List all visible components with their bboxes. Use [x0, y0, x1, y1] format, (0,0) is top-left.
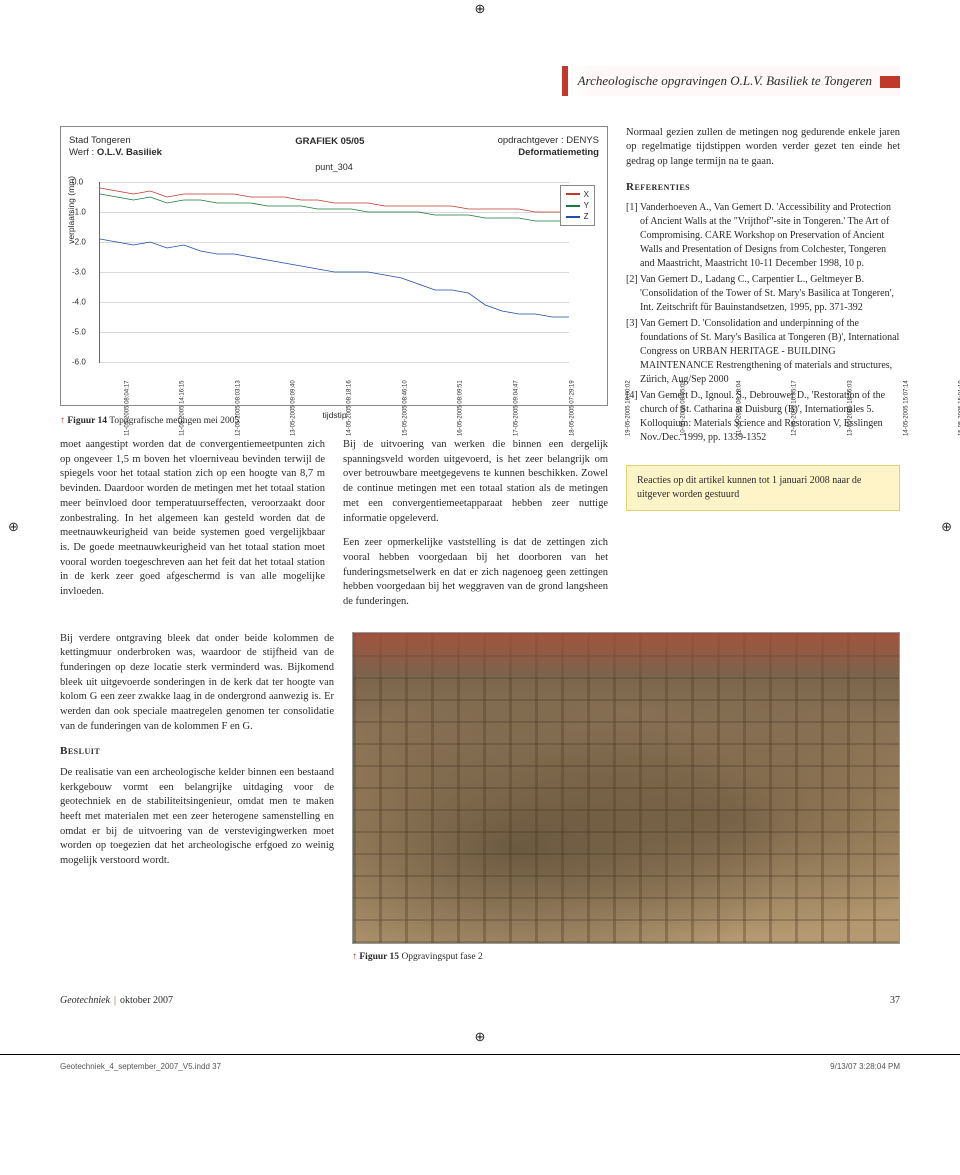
excavation-photo: [352, 632, 900, 944]
col1-p1: moet aangestipt worden dat de convergent…: [60, 438, 325, 600]
page-footer: Geotechniek | oktober 2007 37: [60, 994, 900, 1008]
figure-15-label: Figuur 15: [359, 952, 399, 962]
footer-issue: oktober 2007: [120, 995, 173, 1006]
chart-werf-label: Werf :: [69, 147, 94, 158]
legend-item: Y: [566, 200, 589, 211]
chart-plot-area: verplaatsing (mm) tijdstip 0.0-1.0-2.0-3…: [99, 182, 569, 363]
chart-opdracht-value: DENYS: [566, 135, 599, 146]
series-Z: [100, 182, 569, 362]
chart-legend: XYZ: [560, 185, 595, 227]
legend-item: X: [566, 189, 589, 200]
footer-separator: |: [114, 995, 116, 1006]
header-title: Archeologische opgravingen O.L.V. Basili…: [562, 66, 900, 96]
indd-file: Geotechniek_4_september_2007_V5.indd 37: [60, 1061, 221, 1072]
figure-15-caption: ↑ Figuur 15 Opgravingsput fase 2: [352, 950, 900, 964]
chart-opdracht-label: opdrachtgever :: [498, 135, 564, 146]
registration-mark-top: ⊕: [475, 1, 486, 16]
col2-p2: Een zeer opmerkelijke vaststelling is da…: [343, 536, 608, 609]
chart-meting-label: Deformatiemeting: [518, 147, 599, 158]
bottom-row: Bij verdere ontgraving bleek dat onder b…: [60, 632, 900, 974]
registration-mark-bottom: ⊕: [475, 1029, 486, 1044]
registration-mark-left: ⊕: [8, 518, 19, 536]
page: ⊕ ⊕ Archeologische opgravingen O.L.V. Ba…: [0, 26, 960, 1028]
footer-magazine: Geotechniek: [60, 995, 110, 1006]
chart-stad-label: Stad Tongeren: [69, 135, 131, 146]
reference-item: [1] Vanderhoeven A., Van Gemert D. 'Acce…: [626, 201, 900, 271]
y-tick-label: -4.0: [72, 296, 86, 307]
col1-p2: Bij verdere ontgraving bleek dat onder b…: [60, 632, 334, 735]
chart-punt: punt_304: [69, 161, 599, 174]
up-arrow-icon: ↑: [60, 415, 65, 426]
reference-item: [2] Van Gemert D., Ladang C., Carpentier…: [626, 273, 900, 315]
reference-item: [4] Van Gemert D., Ignoul. S., Debrouwer…: [626, 389, 900, 445]
figure-15-text: Opgravingsput fase 2: [401, 952, 482, 962]
references-heading: Referenties: [626, 180, 900, 195]
page-header: Archeologische opgravingen O.L.V. Basili…: [60, 66, 900, 96]
y-tick-label: -2.0: [72, 236, 86, 247]
reactions-box: Reacties op dit artikel kunnen tot 1 jan…: [626, 465, 900, 511]
col3-intro: Normaal gezien zullen de metingen nog ge…: [626, 126, 900, 170]
footer-page-number: 37: [890, 994, 900, 1008]
indesign-slug: Geotechniek_4_september_2007_V5.indd 37 …: [0, 1054, 960, 1078]
main-columns: Stad Tongeren Werf : O.L.V. Basiliek GRA…: [60, 126, 900, 620]
besluit-heading: Besluit: [60, 744, 334, 759]
legend-item: Z: [566, 211, 589, 222]
figure-14-label: Figuur 14: [67, 416, 107, 426]
deformation-chart: Stad Tongeren Werf : O.L.V. Basiliek GRA…: [60, 126, 608, 406]
registration-mark-right: ⊕: [941, 518, 952, 536]
y-tick-label: -5.0: [72, 326, 86, 337]
y-tick-label: -3.0: [72, 266, 86, 277]
chart-werf-value: O.L.V. Basiliek: [97, 147, 162, 158]
y-tick-label: 0.0: [72, 176, 83, 187]
chart-grafiek-label: GRAFIEK 05/05: [295, 136, 364, 147]
y-tick-label: -6.0: [72, 356, 86, 367]
indd-timestamp: 9/13/07 3:28:04 PM: [830, 1061, 900, 1072]
references-list: [1] Vanderhoeven A., Van Gemert D. 'Acce…: [626, 201, 900, 445]
besluit-text: De realisatie van een archeologische kel…: [60, 766, 334, 869]
up-arrow-icon: ↑: [352, 951, 357, 962]
reference-item: [3] Van Gemert D. 'Consolidation and und…: [626, 317, 900, 387]
x-tick-labels: 11-05-2005 08:04:1711-05-2005 14:16:1512…: [100, 404, 569, 412]
y-tick-label: -1.0: [72, 206, 86, 217]
col2-p1: Bij de uitvoering van werken die binnen …: [343, 438, 608, 526]
header-red-block: [880, 76, 900, 88]
right-column: Normaal gezien zullen de metingen nog ge…: [626, 126, 900, 620]
header-title-text: Archeologische opgravingen O.L.V. Basili…: [578, 73, 872, 88]
